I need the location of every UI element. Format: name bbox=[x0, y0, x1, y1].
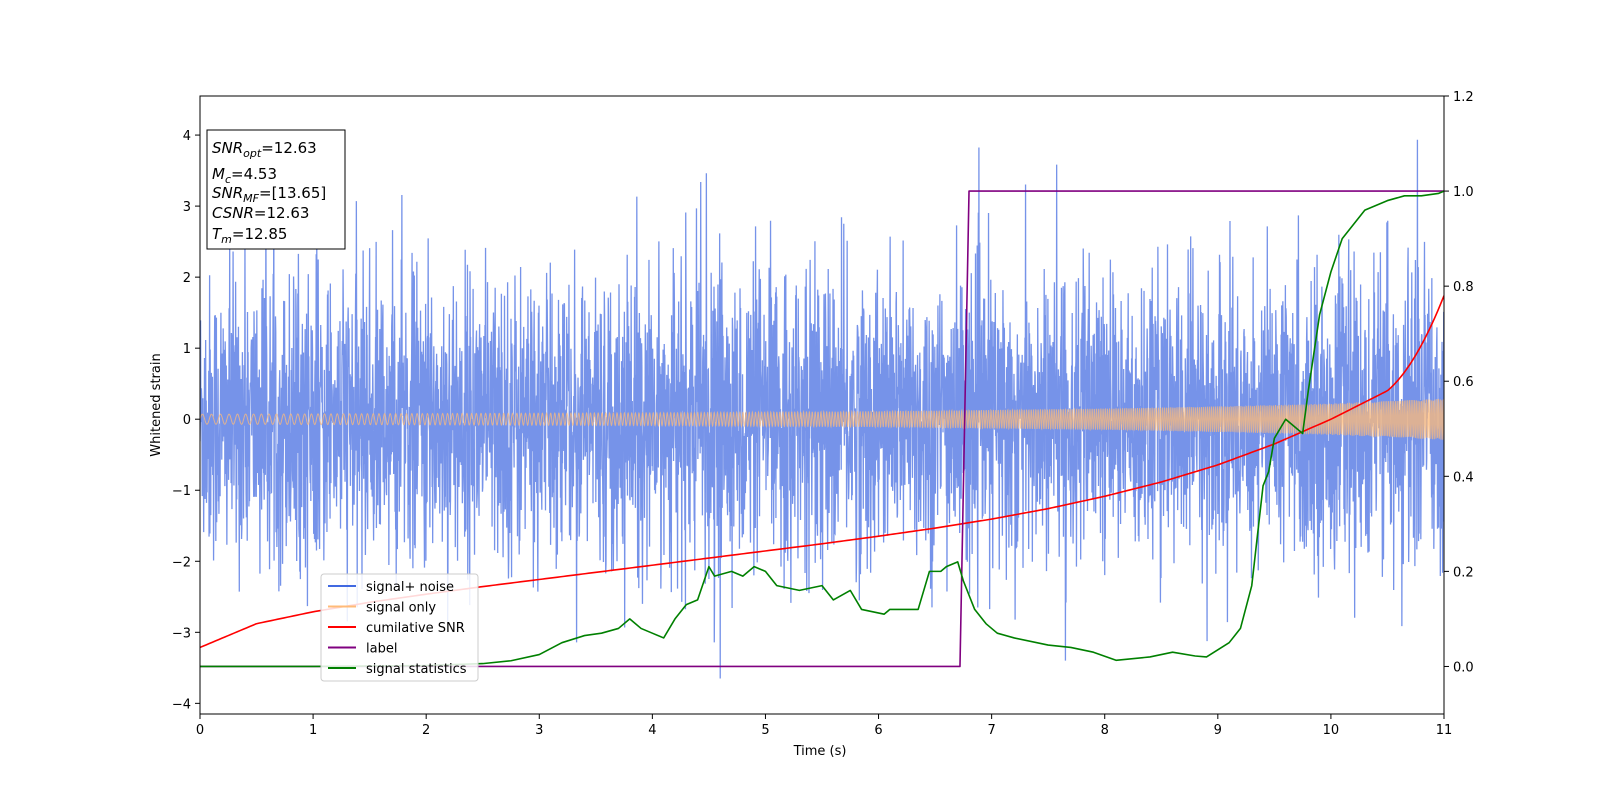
y-left-tick-label: 0 bbox=[183, 413, 191, 428]
y-right-tick-label: 1.0 bbox=[1453, 185, 1474, 200]
x-tick-label: 4 bbox=[648, 723, 656, 738]
y-right-tick-label: 0.6 bbox=[1453, 375, 1474, 390]
x-tick-label: 3 bbox=[535, 723, 543, 738]
legend-label: cumilative SNR bbox=[366, 621, 465, 636]
signal-statistics-line bbox=[200, 190, 1444, 668]
x-tick-label: 8 bbox=[1101, 723, 1109, 738]
annotation-line: CSNR=12.63 bbox=[212, 204, 309, 222]
signal-only-series bbox=[200, 398, 1444, 440]
legend-label: label bbox=[366, 642, 397, 657]
y-left-tick-label: −1 bbox=[172, 484, 191, 499]
signal-only-line bbox=[200, 398, 1444, 440]
y-right-tick-label: 0.0 bbox=[1453, 660, 1474, 675]
y-left-tick-label: −2 bbox=[172, 555, 191, 570]
label-line bbox=[200, 190, 1444, 668]
annotation-line: SNRopt=12.63 bbox=[212, 139, 317, 160]
y-right-tick-label: 0.8 bbox=[1453, 280, 1474, 295]
y-left-tick-label: 2 bbox=[183, 271, 191, 286]
x-tick-label: 2 bbox=[422, 723, 430, 738]
x-tick-label: 6 bbox=[874, 723, 882, 738]
y-right-tick-label: 1.2 bbox=[1453, 90, 1474, 105]
y-right-tick-label: 0.4 bbox=[1453, 470, 1474, 485]
legend-label: signal statistics bbox=[366, 662, 467, 677]
y-left-tick-label: 4 bbox=[183, 129, 191, 144]
annotation-line: SNRMF=[13.65] bbox=[212, 184, 326, 205]
x-tick-label: 5 bbox=[761, 723, 769, 738]
legend-label: signal+ noise bbox=[366, 580, 454, 595]
annotation-line: Tm=12.85 bbox=[212, 225, 287, 246]
annotation-line: Mc=4.53 bbox=[212, 165, 277, 186]
axes-layer: 0 1 2 3 4 5 6 7 8 9 10 11 −4 −3 −2 −1 0 1 2 3 4 0.0 0.2 0.4 0.6 0… bbox=[172, 90, 1474, 738]
y-axis-label: Whitened strain bbox=[149, 353, 164, 456]
y-left-tick-label: −4 bbox=[172, 697, 191, 712]
x-tick-label: 1 bbox=[309, 723, 317, 738]
signal-noise-series bbox=[200, 139, 1444, 679]
y-right-tick-label: 0.2 bbox=[1453, 565, 1474, 580]
x-tick-label: 11 bbox=[1436, 723, 1453, 738]
y-left-tick-label: 3 bbox=[183, 200, 191, 215]
x-tick-label: 7 bbox=[987, 723, 995, 738]
legend-label: signal only bbox=[366, 601, 436, 616]
plot-frame bbox=[199, 95, 1445, 715]
signal-noise-line bbox=[200, 139, 1444, 679]
legend-frame bbox=[320, 573, 479, 682]
x-tick-label: 9 bbox=[1214, 723, 1222, 738]
x-tick-label: 0 bbox=[196, 723, 204, 738]
annotation-frame bbox=[206, 129, 346, 250]
y-left-tick-label: 1 bbox=[183, 342, 191, 357]
annotation-box: SNRopt=12.63 Mc=4.53SNRMF=[13.65]CSNR=12.… bbox=[206, 129, 346, 250]
x-axis-label: Time (s) bbox=[793, 744, 847, 759]
x-tick-label: 10 bbox=[1323, 723, 1340, 738]
legend: signal+ noise signal only cumilative SNR la… bbox=[320, 573, 479, 682]
y-left-tick-label: −3 bbox=[172, 626, 191, 641]
